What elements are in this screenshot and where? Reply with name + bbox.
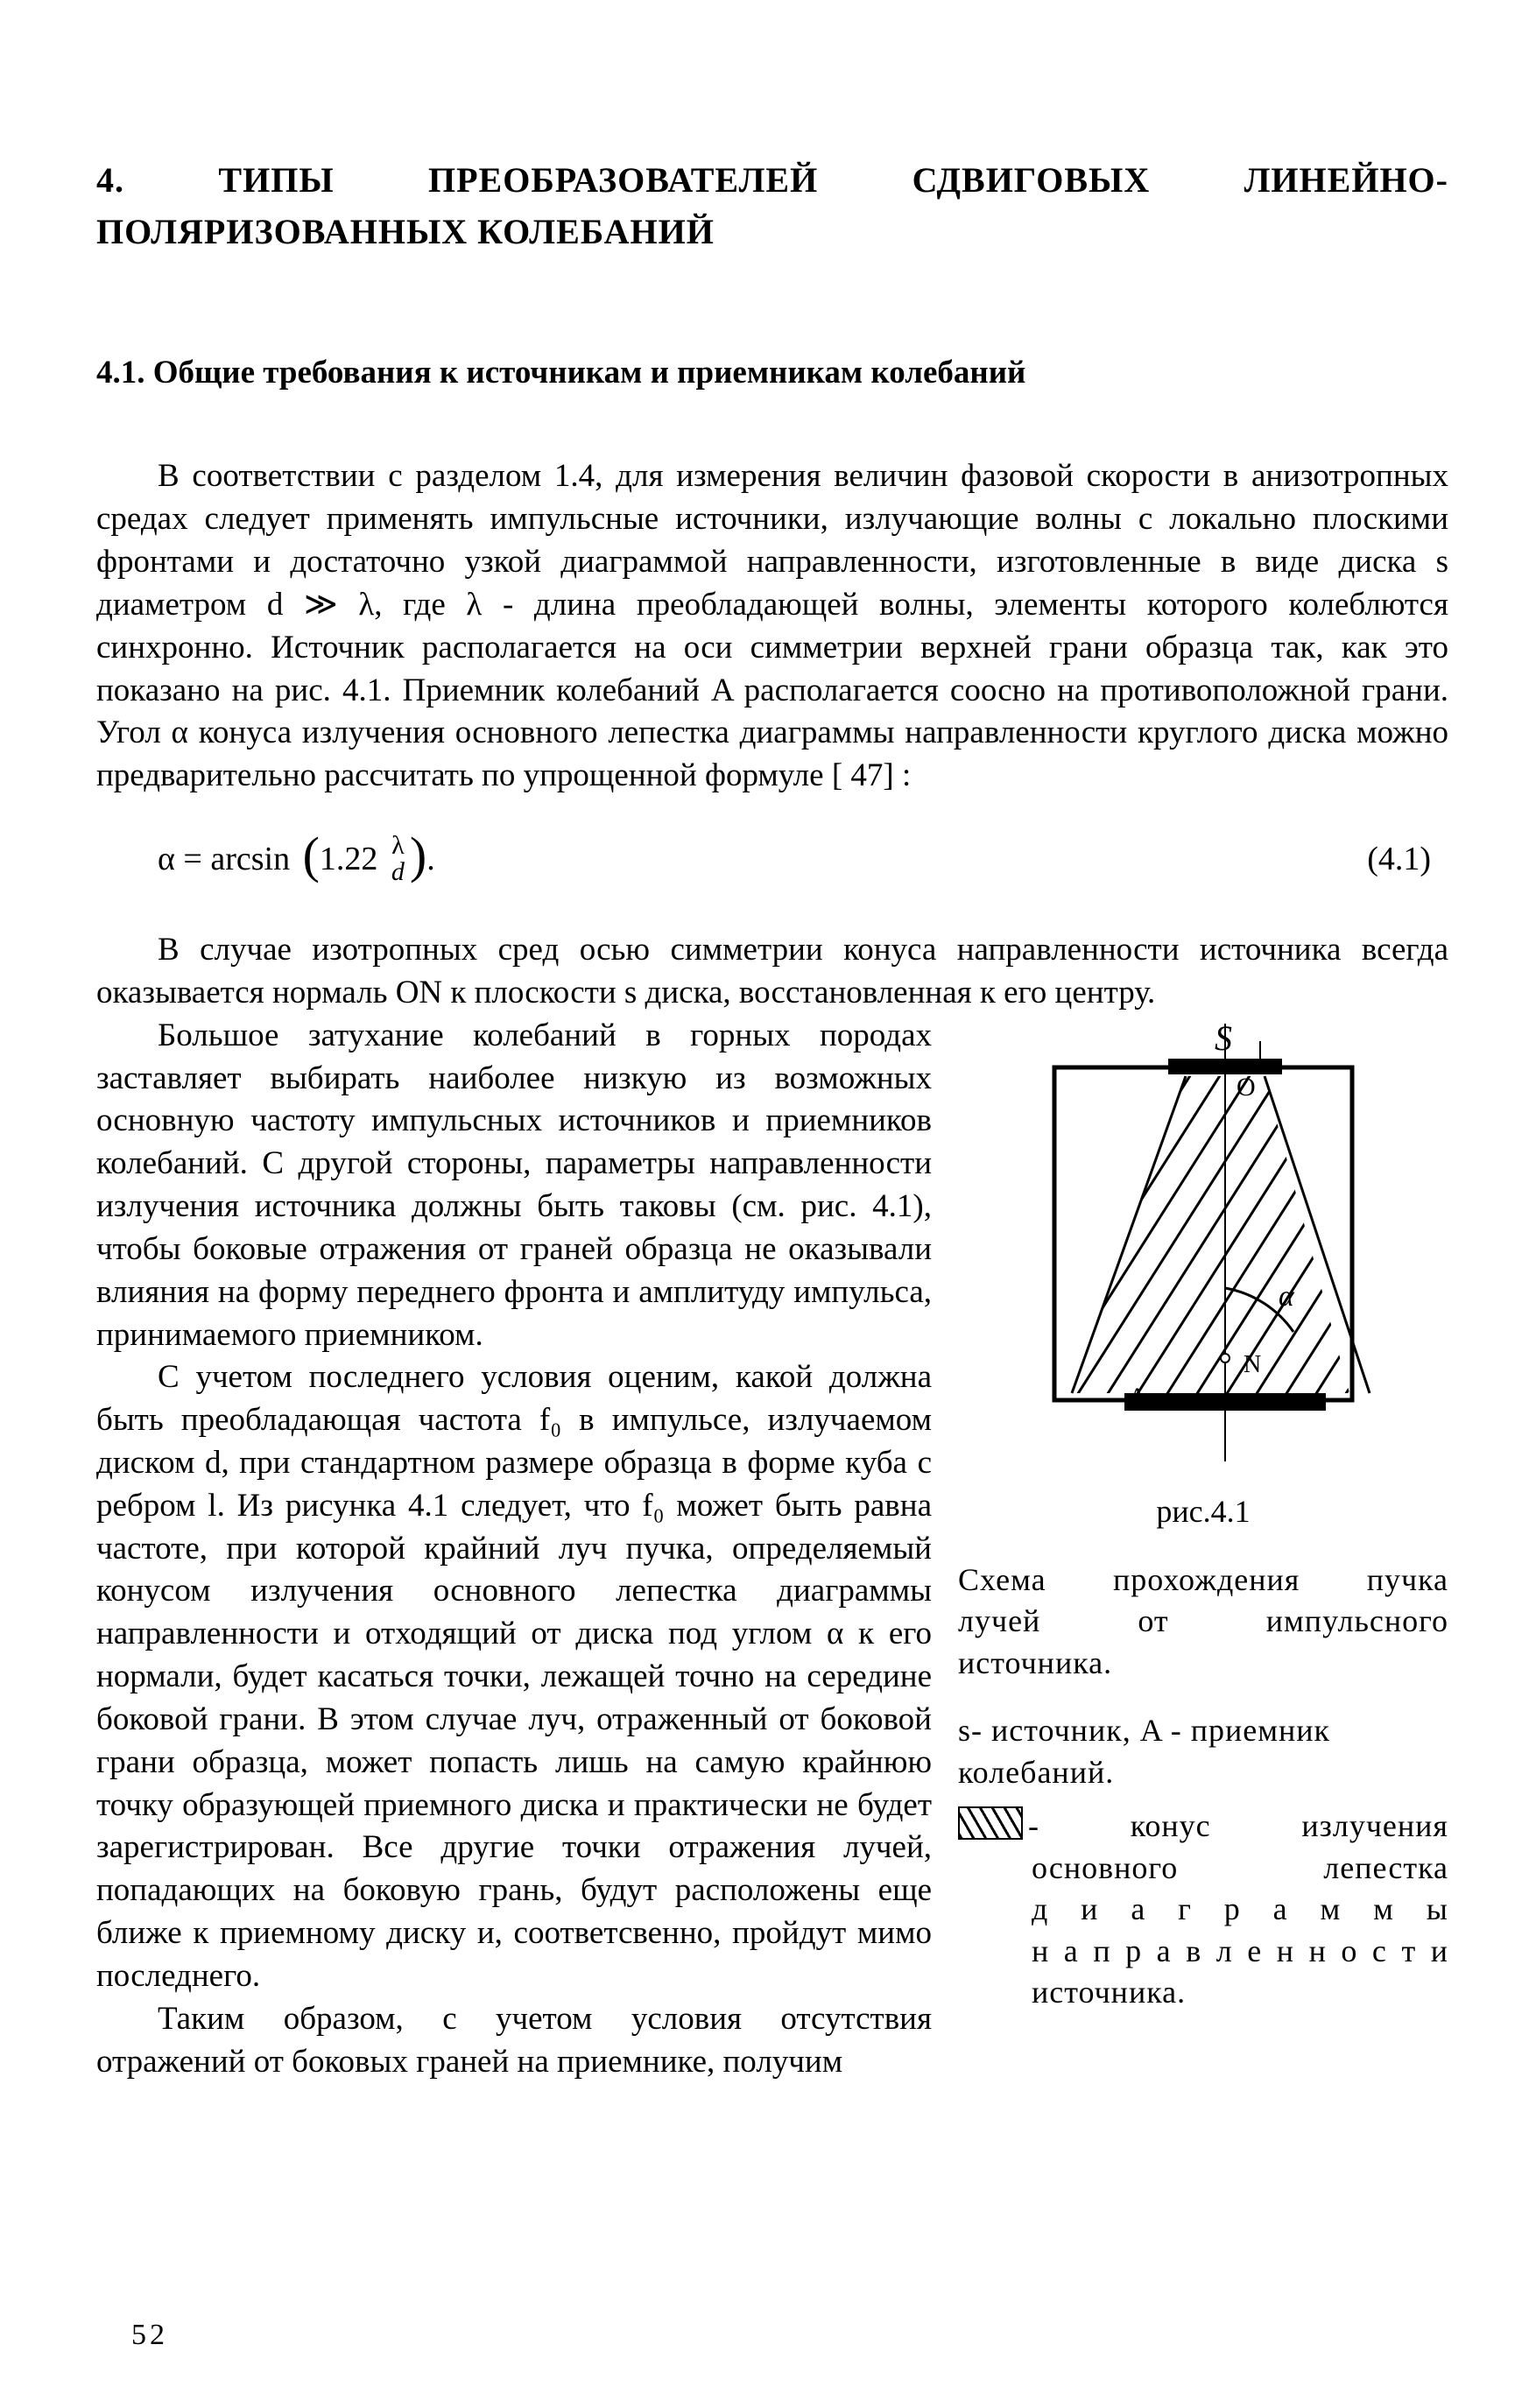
figure-legend-hatch-1: - конус излучения — [958, 1806, 1448, 1848]
svg-text:O: O — [1237, 1073, 1256, 1102]
paragraph-4: С учетом последнего условия оценим, како… — [96, 1356, 932, 1997]
paragraph-5: Таким образом, с учетом условия отсутств… — [96, 1998, 932, 2084]
svg-text:S: S — [1215, 1018, 1232, 1058]
right-column: SO N Aα рис.4.1 Схема прохождения пучка лу… — [958, 1015, 1448, 2084]
equation-frac-num: λ — [390, 833, 406, 859]
section-title-line2: ПОЛЯРИЗОВАННЫХ КОЛЕБАНИЙ — [96, 209, 1448, 256]
figure-legend-hatch-4: н а п р а в л е н н о с т и — [958, 1931, 1448, 1973]
equation-expression: α = arcsin ( 1.22 λ d ). — [96, 833, 435, 885]
page: 4. ТИПЫ ПРЕОБРАЗОВАТЕЛЕЙ СДВИГОВЫХ ЛИНЕЙ… — [0, 0, 1536, 2408]
svg-text:A: A — [1128, 1383, 1147, 1412]
figure-4-1: SO N Aα рис.4.1 — [958, 1015, 1448, 1533]
figure-legend-1: s- источник, A - приемник — [958, 1710, 1448, 1752]
figure-legend-hatch-1-text: - конус излучения — [1028, 1808, 1448, 1843]
equation-coef: 1.22 — [320, 837, 378, 881]
figure-caption-line3: источника. — [958, 1643, 1448, 1685]
paragraph-3: Большое затухание колебаний в горных пор… — [96, 1015, 932, 1357]
equation-4-1: α = arcsin ( 1.22 λ d ). (4.1) — [96, 833, 1448, 885]
figure-svg: SO N Aα — [1019, 1015, 1387, 1470]
figure-legend-hatch-2: основного лепестка — [958, 1848, 1448, 1890]
paragraph-1: В соответствии с разделом 1.4, для измер… — [96, 455, 1448, 798]
equation-frac-den: d — [390, 859, 406, 885]
equation-number: (4.1) — [1367, 837, 1448, 881]
page-number: 52 — [131, 2316, 168, 2355]
svg-text:α: α — [1279, 1280, 1295, 1313]
figure-caption-line1: Схема прохождения пучка — [958, 1560, 1448, 1602]
two-column-region: Большое затухание колебаний в горных пор… — [96, 1015, 1448, 2084]
left-column: Большое затухание колебаний в горных пор… — [96, 1015, 932, 2084]
figure-caption-line2: лучей от импульсного — [958, 1601, 1448, 1643]
hatch-swatch-icon — [958, 1806, 1023, 1840]
svg-text:N: N — [1244, 1351, 1261, 1378]
figure-label: рис.4.1 — [958, 1491, 1448, 1533]
figure-legend-2: колебаний. — [958, 1752, 1448, 1794]
section-title-line1: 4. ТИПЫ ПРЕОБРАЗОВАТЕЛЕЙ СДВИГОВЫХ ЛИНЕЙ… — [96, 158, 1448, 204]
equation-fraction: λ d — [390, 833, 406, 885]
figure-legend-hatch-3: д и а г р а м м ы — [958, 1889, 1448, 1931]
paragraph-2: В случае изотропных сред осью симметрии … — [96, 929, 1448, 1015]
figure-legend-hatch-5: источника. — [958, 1972, 1448, 2014]
subsection-title: 4.1. Общие требования к источникам и при… — [96, 352, 1448, 395]
equation-lhs: α = arcsin — [158, 837, 290, 881]
